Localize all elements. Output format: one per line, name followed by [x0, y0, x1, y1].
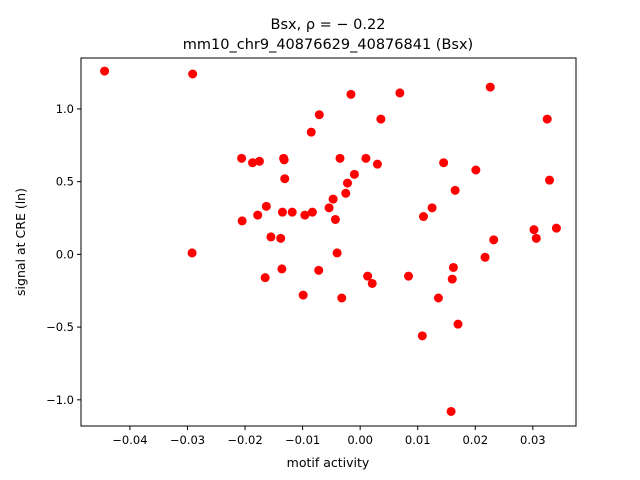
data-point [337, 293, 347, 303]
data-point [328, 194, 338, 204]
data-point [279, 155, 289, 165]
data-point [447, 274, 457, 284]
data-point [372, 159, 382, 169]
data-point [417, 331, 427, 341]
data-point [306, 127, 316, 137]
data-point [427, 203, 437, 213]
data-point [298, 290, 308, 300]
x-tick-label: −0.03 [170, 433, 205, 447]
x-tick-label: −0.04 [112, 433, 147, 447]
x-tick-label: −0.02 [227, 433, 262, 447]
data-point [433, 293, 443, 303]
y-tick-label: −0.5 [46, 320, 74, 334]
data-point [276, 233, 286, 243]
data-points [100, 66, 561, 416]
data-point [277, 207, 287, 217]
data-point [404, 271, 414, 281]
y-tick-label: −1.0 [46, 393, 74, 407]
y-tick-label: 1.0 [56, 102, 74, 116]
x-axis: −0.04 −0.03 −0.02 −0.01 0.00 0.01 0.02 0.03 [112, 426, 546, 447]
x-tick-label: 0.02 [462, 433, 488, 447]
data-point [376, 114, 386, 124]
data-point [439, 158, 449, 168]
data-point [280, 174, 290, 184]
data-point [395, 88, 405, 98]
y-tick-label: 0.0 [56, 247, 74, 261]
x-tick-label: 0.01 [405, 433, 431, 447]
data-point [529, 225, 539, 235]
data-point [542, 114, 552, 124]
data-point [346, 89, 356, 99]
data-point [341, 188, 351, 198]
data-point [307, 207, 317, 217]
data-point [188, 69, 198, 79]
data-point [551, 223, 561, 233]
data-point [335, 153, 345, 163]
data-point [266, 232, 276, 242]
data-point [260, 273, 270, 283]
data-point [277, 264, 287, 274]
x-tick-label: 0.03 [520, 433, 546, 447]
data-point [480, 252, 490, 262]
data-point [471, 165, 481, 175]
data-point [450, 185, 460, 195]
plot-frame [80, 57, 577, 427]
data-point [237, 153, 247, 163]
data-point [100, 66, 110, 76]
data-point [254, 156, 264, 166]
data-point [248, 158, 258, 168]
y-tick-label: 0.5 [56, 175, 74, 189]
data-point [237, 216, 247, 226]
data-point [489, 235, 499, 245]
data-point [448, 262, 458, 272]
y-axis: −1.0 −0.5 0.0 0.5 1.0 [46, 102, 81, 407]
data-point [287, 207, 297, 217]
data-point [253, 210, 263, 220]
x-axis-label: motif activity [287, 455, 370, 470]
data-point [367, 278, 377, 288]
chart-subtitle: mm10_chr9_40876629_40876841 (Bsx) [183, 37, 473, 53]
x-tick-label: 0.00 [347, 433, 373, 447]
data-point [361, 153, 371, 163]
data-point [453, 319, 463, 329]
data-point [300, 210, 310, 220]
data-point [314, 110, 324, 120]
data-point [363, 271, 373, 281]
data-point [418, 212, 428, 222]
data-point [531, 233, 541, 243]
x-tick-label: −0.01 [285, 433, 320, 447]
chart-title: Bsx, ρ = − 0.22 [271, 17, 386, 33]
y-axis-label: signal at CRE (ln) [13, 188, 28, 296]
data-point [446, 406, 456, 416]
data-point [485, 82, 495, 92]
data-point [314, 265, 324, 275]
data-point [261, 201, 271, 211]
data-point [324, 203, 334, 213]
data-point [330, 214, 340, 224]
data-point [187, 248, 197, 258]
data-point [342, 178, 352, 188]
data-point [332, 248, 342, 258]
data-point [349, 169, 359, 179]
data-point [545, 175, 555, 185]
